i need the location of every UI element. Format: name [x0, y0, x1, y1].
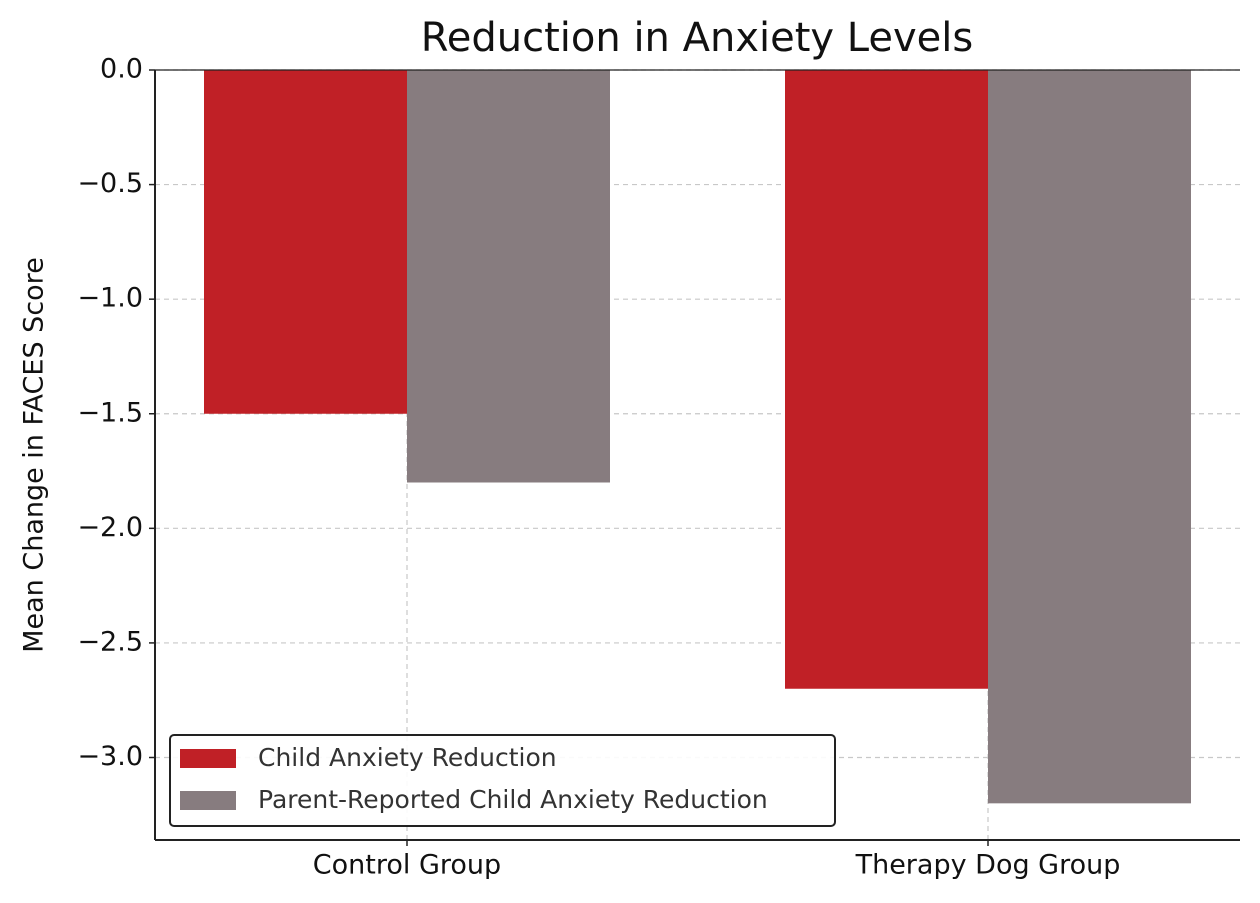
legend: Child Anxiety Reduction Parent-Reported C… — [169, 734, 836, 827]
y-tick-label: −1.0 — [77, 283, 143, 314]
y-tick-label: −0.5 — [77, 168, 143, 199]
y-tick-label: −3.0 — [77, 741, 143, 772]
legend-swatch — [180, 749, 236, 768]
bar — [407, 70, 610, 483]
bar — [988, 70, 1191, 804]
bar — [785, 70, 988, 689]
y-tick-label: −1.5 — [77, 397, 143, 428]
y-tick-label: 0.0 — [100, 54, 143, 85]
y-axis-label: Mean Change in FACES Score — [19, 257, 50, 653]
legend-label: Child Anxiety Reduction — [258, 743, 557, 772]
plot-area: 0.0 −0.5 −1.0 −1.5 −2.0 −2.5 −3.0 Control Group… — [77, 54, 1240, 881]
x-tick-label: Control Group — [313, 850, 501, 881]
x-tick-label: Therapy Dog Group — [855, 850, 1121, 881]
y-tick-label: −2.5 — [77, 626, 143, 657]
legend-label: Parent-Reported Child Anxiety Reduction — [258, 785, 768, 814]
legend-swatch — [180, 791, 236, 810]
bar — [204, 70, 407, 414]
y-tick-label: −2.0 — [77, 512, 143, 543]
chart-title: Reduction in Anxiety Levels — [421, 15, 973, 61]
legend-box — [169, 734, 836, 827]
